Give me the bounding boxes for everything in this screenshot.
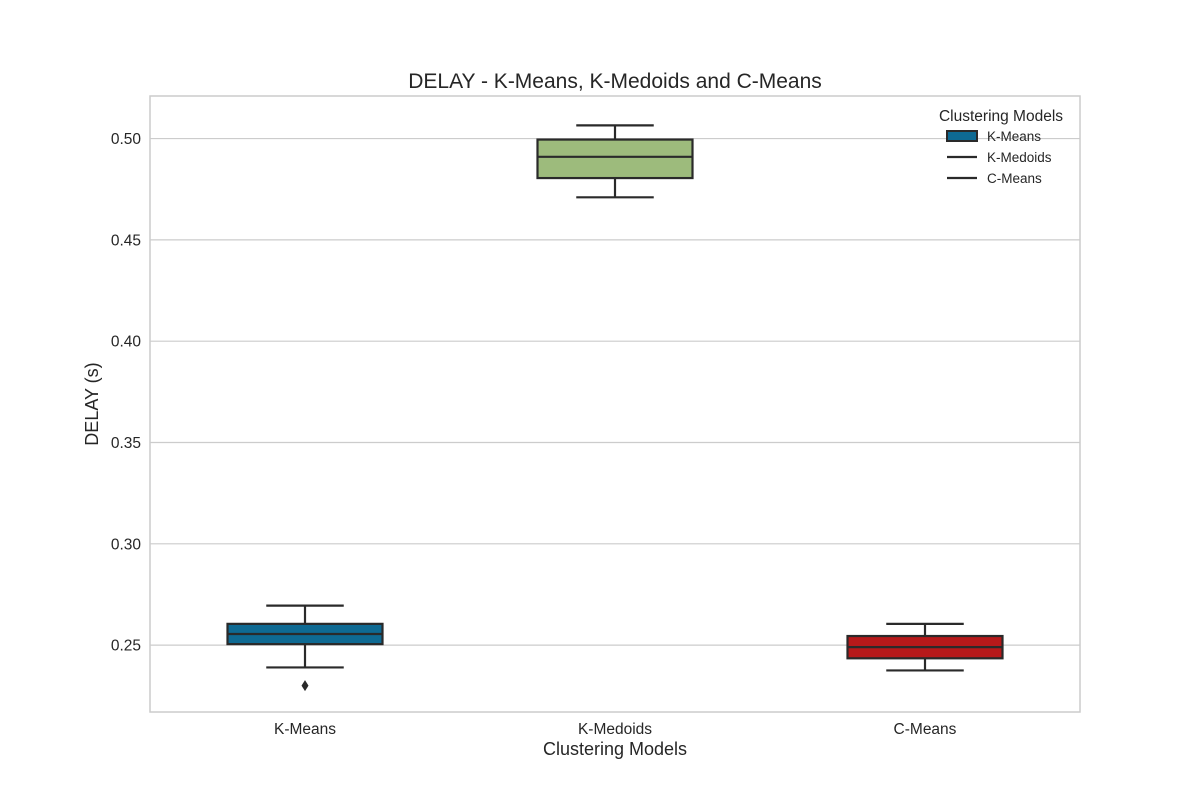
box-c-means <box>846 622 1004 672</box>
legend-label: C-Means <box>987 171 1042 186</box>
legend: Clustering Models K-Means K-Medoids C-Mean… <box>939 108 1063 186</box>
y-tick-labels: 0.25 0.30 0.35 0.40 0.45 0.50 <box>111 131 142 655</box>
legend-entry: K-Medoids <box>947 150 1052 165</box>
legend-label: K-Means <box>987 129 1041 144</box>
chart-title: DELAY - K-Means, K-Medoids and C-Means <box>408 70 822 93</box>
legend-entries: K-Means K-Medoids C-Means <box>946 129 1052 186</box>
y-tick-label: 0.45 <box>111 232 141 249</box>
plot-frame <box>149 95 1081 713</box>
box-k-means <box>226 604 384 692</box>
box-k-medoids <box>536 124 694 199</box>
x-axis-label: Clustering Models <box>543 739 687 759</box>
iqr-box <box>536 138 694 180</box>
x-tick-label: K-Means <box>274 721 336 738</box>
y-tick-label: 0.35 <box>111 435 141 452</box>
legend-entry: C-Means <box>947 171 1042 186</box>
boxes <box>226 124 1004 692</box>
y-tick-label: 0.50 <box>111 131 142 148</box>
y-tick-label: 0.25 <box>111 638 141 655</box>
legend-entry: K-Means <box>946 129 1041 144</box>
y-tick-label: 0.40 <box>111 334 142 351</box>
legend-title: Clustering Models <box>939 108 1063 125</box>
x-tick-label: K-Medoids <box>578 721 652 738</box>
x-tick-labels: K-Means K-Medoids C-Means <box>274 721 957 738</box>
legend-label: K-Medoids <box>987 150 1052 165</box>
outlier-point <box>301 680 309 692</box>
y-tick-label: 0.30 <box>111 536 142 553</box>
y-axis-label: DELAY (s) <box>82 362 102 445</box>
legend-swatch <box>946 130 978 142</box>
x-tick-label: C-Means <box>894 721 957 738</box>
